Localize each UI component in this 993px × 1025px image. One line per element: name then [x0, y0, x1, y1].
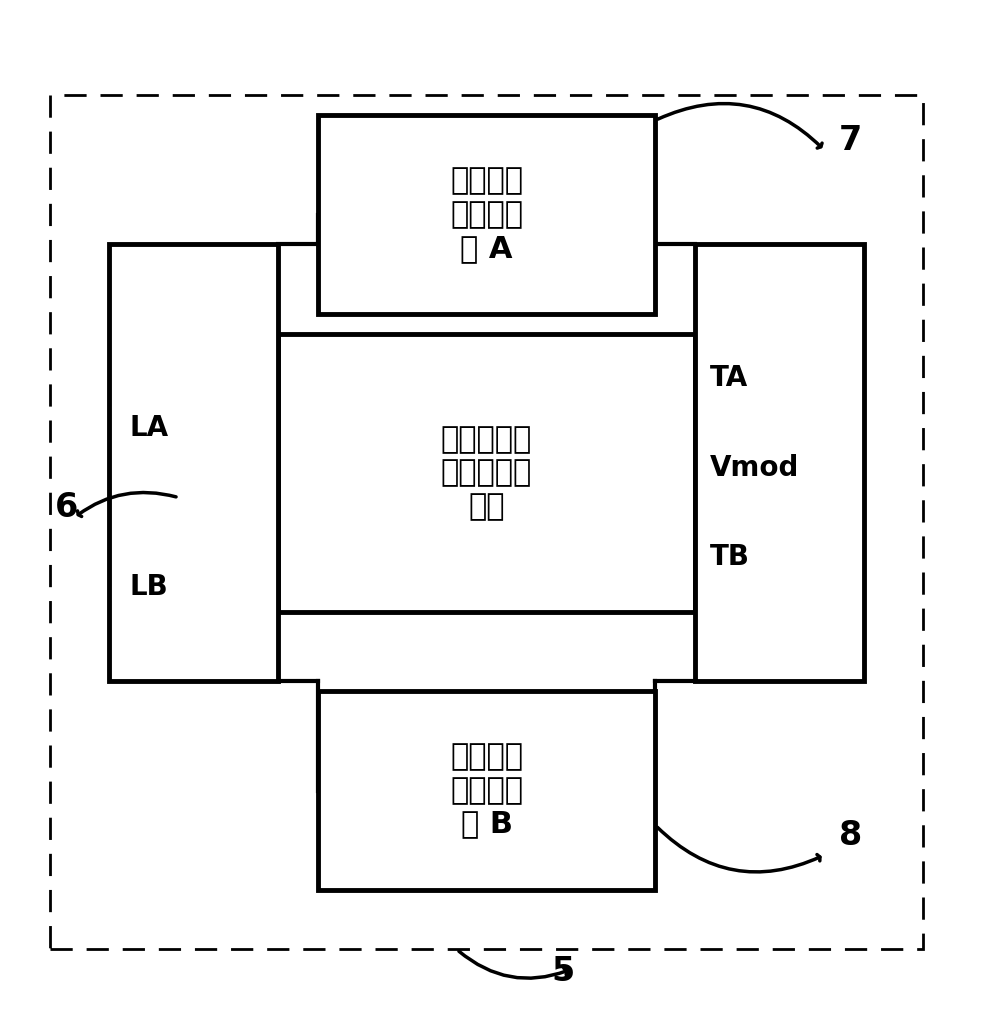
Text: 谐振、整流
滤波、调制
电路: 谐振、整流 滤波、调制 电路: [441, 424, 532, 521]
Text: TA: TA: [710, 365, 749, 393]
Text: LA: LA: [129, 414, 168, 442]
Bar: [109, 244, 278, 682]
Bar: [318, 115, 655, 314]
Bar: [278, 334, 695, 612]
Text: 6: 6: [55, 491, 77, 524]
Bar: [695, 244, 864, 682]
Text: 调制负载
及开关矩
阵 B: 调制负载 及开关矩 阵 B: [450, 742, 523, 838]
Bar: [50, 95, 923, 949]
Text: Vmod: Vmod: [710, 454, 799, 482]
Text: 7: 7: [839, 124, 862, 157]
Text: TB: TB: [710, 543, 750, 571]
Text: 5: 5: [551, 954, 574, 988]
Text: LB: LB: [129, 573, 168, 601]
Text: 8: 8: [839, 819, 862, 852]
Text: 调制负载
及开关矩
阵 A: 调制负载 及开关矩 阵 A: [450, 166, 523, 262]
Bar: [318, 691, 655, 890]
